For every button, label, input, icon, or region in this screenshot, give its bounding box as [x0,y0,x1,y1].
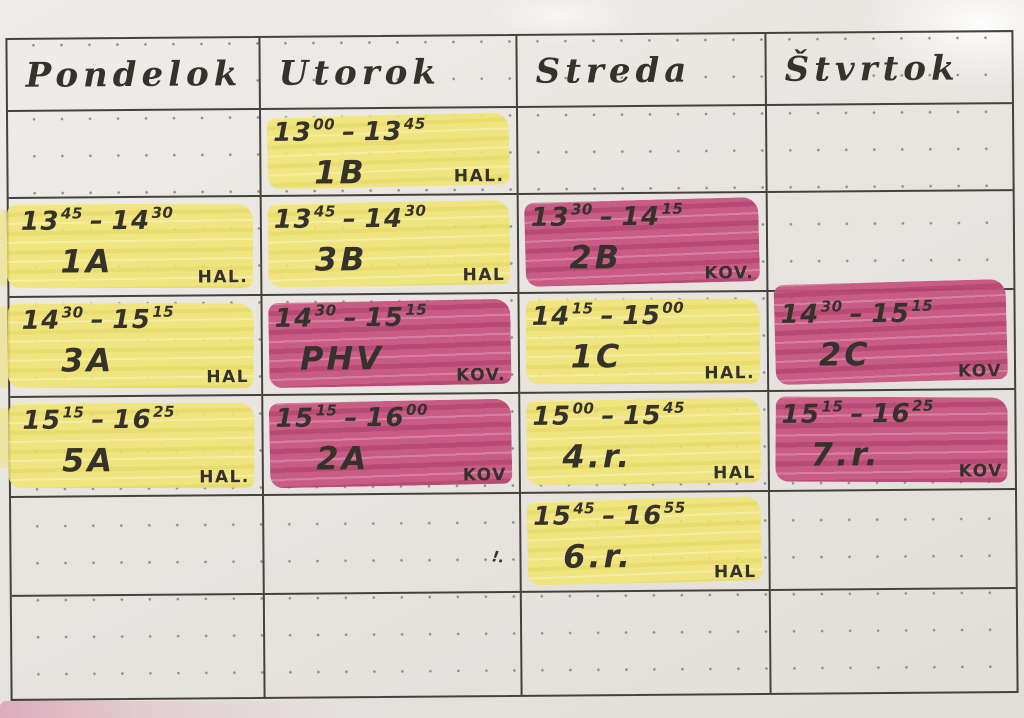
lesson-location: HAL [462,265,506,286]
lesson-time: 1430–1515 [274,300,428,334]
lesson-location: HAL [713,463,756,484]
schedule-cell-r3-c2: 1415–1500 1C HAL. [519,291,770,394]
day-label-streda: Streda [535,50,692,92]
lesson-group: 5A [61,441,116,480]
lesson-group: 2C [818,335,871,374]
pink-smudge-bottom [0,701,420,718]
stray-pen-mark: !. [490,547,506,567]
day-label-utorok: Utorok [278,52,442,94]
schedule-cell-r6-c0 [11,594,266,699]
lesson-entry: 1345–1430 1A HAL. [9,197,261,296]
lesson-time: 1300–1345 [273,114,426,148]
lesson-entry: 1500–1545 4.r. HAL [520,392,768,492]
schedule-cell-r3-c0: 1430–1515 3A HAL [7,295,264,398]
lesson-location: HAL [206,367,250,388]
schedule-cell-r3-c1: 1430–1515 PHV KOV. [262,293,521,396]
lesson-entry: 1330–1415 2B KOV. [519,193,767,292]
lesson-entry: 1300–1345 1B HAL. [261,108,517,195]
schedule-cell-r4-c2: 1500–1545 4.r. HAL [520,391,771,494]
lesson-time: 1430–1515 [21,302,175,336]
lesson-entry: 1430–1515 3A HAL [9,296,261,396]
lesson-entry: 1415–1500 1C HAL. [519,292,767,392]
schedule-cell-r1-c2 [517,105,768,195]
schedule-cell-r2-c0: 1345–1430 1A HAL. [7,196,263,298]
lesson-time: 1330–1415 [530,199,684,233]
day-header-utorok: Utorok [260,35,518,110]
lesson-time: 1515–1625 [781,396,935,430]
lesson-group: 3B [314,240,368,279]
schedule-cell-r1-c0 [7,109,262,199]
schedule-cell-r6-c3 [771,589,1017,693]
schedule-cell-r5-c3 [770,490,1016,591]
lesson-location: KOV [957,361,1003,382]
lesson-time: 1415–1500 [531,298,685,332]
schedule-cell-r5-c2: 1545–1655 6.r. HAL [521,491,771,593]
lesson-entry: 1345–1430 3B HAL [262,195,518,294]
lesson-time: 1345–1430 [20,203,174,237]
lesson-time: 1345–1430 [273,201,427,235]
lesson-entry: 1545–1655 6.r. HAL [521,492,769,591]
day-header-streda: Streda [517,33,767,108]
schedule-cell-r4-c0: 1515–1625 5A HAL. [8,395,265,498]
schedule-cell-r4-c3: 1515–1625 7.r. KOV [769,390,1015,492]
lesson-group: 1B [314,153,368,192]
lesson-location: HAL. [453,166,505,187]
lesson-group: 3A [61,341,115,380]
schedule-cell-r4-c1: 1515–1600 2A KOV [263,393,522,496]
lesson-entry: 1515–1625 7.r. KOV [769,390,1015,490]
lesson-location: HAL. [197,267,249,288]
lesson-location: KOV [958,461,1003,482]
day-label-stvrtok: Štvrtok [784,48,960,90]
schedule-cell-r2-c1: 1345–1430 3B HAL [261,194,520,296]
schedule-cell-r1-c1: 1300–1345 1B HAL. [260,107,519,197]
schedule-cell-r6-c1 [264,592,523,697]
lesson-time: 1515–1625 [22,402,176,436]
day-label-pondelok: Pondelok [25,54,243,96]
lesson-group: 6.r. [563,537,634,576]
lesson-group: 1C [570,337,623,376]
lesson-location: HAL. [704,363,756,384]
schedule-cell-r2-c3 [767,191,1014,292]
lesson-time: 1515–1600 [275,400,429,434]
day-header-stvrtok: Štvrtok [766,32,1012,106]
marker-bleed-left-3 [0,408,10,468]
lesson-group: 1A [60,242,114,281]
schedule-cell-r6-c2 [521,590,772,695]
lesson-group: 4.r. [562,437,633,476]
lesson-location: KOV. [704,263,755,284]
lesson-group: 2B [569,238,623,277]
lesson-location: KOV. [456,365,507,386]
schedule-cell-r3-c3: 1430–1515 2C KOV [768,278,1015,392]
marker-bleed-left-1 [0,210,11,286]
lesson-time: 1500–1545 [532,398,686,432]
lesson-location: HAL. [199,467,250,488]
lesson-group: 2A [316,439,370,478]
schedule-cell-r2-c2: 1330–1415 2B KOV. [518,192,769,294]
schedule-cell-r5-c0 [11,495,265,597]
lesson-group: PHV [299,339,385,378]
schedule-cell-r1-c3 [766,104,1013,193]
lesson-time: 1430–1515 [780,296,934,330]
lesson-entry: 1515–1600 2A KOV [263,394,519,494]
schedule-grid: Pondelok Utorok Streda Štvrtok 1300–1345 1B HA… [5,30,1019,701]
lesson-group: 7.r. [810,435,881,474]
lesson-entry: 1430–1515 2C KOV [768,290,1014,390]
lesson-entry: 1515–1625 5A HAL. [10,396,262,496]
lesson-location: KOV [462,465,507,486]
lesson-time: 1545–1655 [533,498,686,532]
schedule-cell-r5-c1 [264,493,522,595]
lesson-location: HAL [713,562,757,583]
day-header-pondelok: Pondelok [7,37,261,112]
lesson-entry: 1430–1515 PHV KOV. [262,294,518,394]
marker-bleed-left-2 [0,306,10,388]
